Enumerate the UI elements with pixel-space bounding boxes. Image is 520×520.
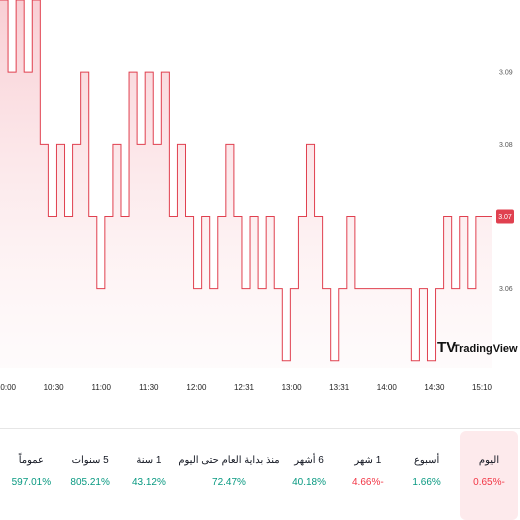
period-label: عموماً bbox=[18, 455, 45, 466]
x-tick-label: 10:30 bbox=[44, 383, 65, 392]
period-label: اليوم bbox=[478, 455, 500, 466]
period-change-value: 597.01% bbox=[11, 477, 52, 488]
x-tick-label: 14:00 bbox=[377, 383, 398, 392]
period-label: 5 سنوات bbox=[71, 455, 109, 466]
y-tick-label: 3.09 bbox=[499, 70, 513, 77]
performance-period-7[interactable]: عموماً 597.01% bbox=[2, 431, 61, 520]
period-label: 6 أشهر bbox=[294, 455, 324, 466]
performance-period-0[interactable]: اليوم 0.65%- bbox=[460, 431, 518, 520]
x-tick-label: 10:00 bbox=[0, 383, 17, 392]
period-label: 1 شهر bbox=[354, 455, 382, 466]
performance-period-3[interactable]: 6 أشهر 40.18% bbox=[280, 431, 339, 520]
period-change-value: 1.66% bbox=[412, 477, 441, 488]
x-tick-label: 12:00 bbox=[186, 383, 207, 392]
price-area-fill bbox=[0, 0, 492, 368]
period-change-value: 43.12% bbox=[131, 477, 166, 488]
period-change-value: 72.47% bbox=[212, 477, 246, 488]
period-change-value: 805.21% bbox=[70, 477, 110, 488]
x-tick-label: 15:10 bbox=[472, 383, 493, 392]
performance-period-2[interactable]: 1 شهر 4.66%- bbox=[338, 431, 397, 520]
performance-period-6[interactable]: 5 سنوات 805.21% bbox=[61, 431, 120, 520]
y-tick-label: 3.08 bbox=[499, 142, 513, 149]
period-change-value: 40.18% bbox=[292, 477, 326, 488]
tradingview-watermark: TV TradingView bbox=[437, 339, 518, 356]
period-label: منذ بداية العام حتى اليوم bbox=[178, 455, 280, 466]
x-tick-label: 13:00 bbox=[282, 383, 303, 392]
performance-bar: اليوم 0.65%- أسبوع 1.66% 1 شهر 4.66%- 6 أشهر 40… bbox=[0, 428, 520, 520]
x-tick-label: 13:31 bbox=[329, 383, 350, 392]
performance-period-1[interactable]: أسبوع 1.66% bbox=[397, 431, 456, 520]
tradingview-logo-icon: TV bbox=[437, 339, 456, 356]
period-label: 1 سنة bbox=[136, 455, 162, 466]
y-tick-label: 3.06 bbox=[499, 286, 513, 293]
price-chart[interactable]: 3.06 3.07 3.08 3.09 10:00 10:30 11:00 11:30 12:… bbox=[0, 0, 520, 400]
x-tick-label: 11:00 bbox=[91, 383, 111, 392]
period-change-value: 4.66%- bbox=[351, 477, 384, 488]
period-change-value: 0.65%- bbox=[473, 477, 505, 488]
price-line bbox=[0, 0, 492, 362]
performance-period-4[interactable]: منذ بداية العام حتى اليوم 72.47% bbox=[178, 431, 279, 520]
y-axis: 3.06 3.07 3.08 3.09 bbox=[499, 70, 513, 293]
last-price-label: 3.07 bbox=[498, 214, 512, 221]
tradingview-wordmark: TradingView bbox=[453, 343, 518, 355]
period-label: أسبوع bbox=[413, 455, 440, 466]
performance-period-5[interactable]: 1 سنة 43.12% bbox=[120, 431, 179, 520]
x-tick-label: 11:30 bbox=[139, 383, 159, 392]
last-price-badge: 3.07 bbox=[496, 209, 514, 224]
x-tick-label: 14:30 bbox=[424, 383, 445, 392]
x-tick-label: 12:31 bbox=[234, 383, 255, 392]
x-axis: 10:00 10:30 11:00 11:30 12:00 12:31 13:00 13:31… bbox=[0, 383, 493, 392]
